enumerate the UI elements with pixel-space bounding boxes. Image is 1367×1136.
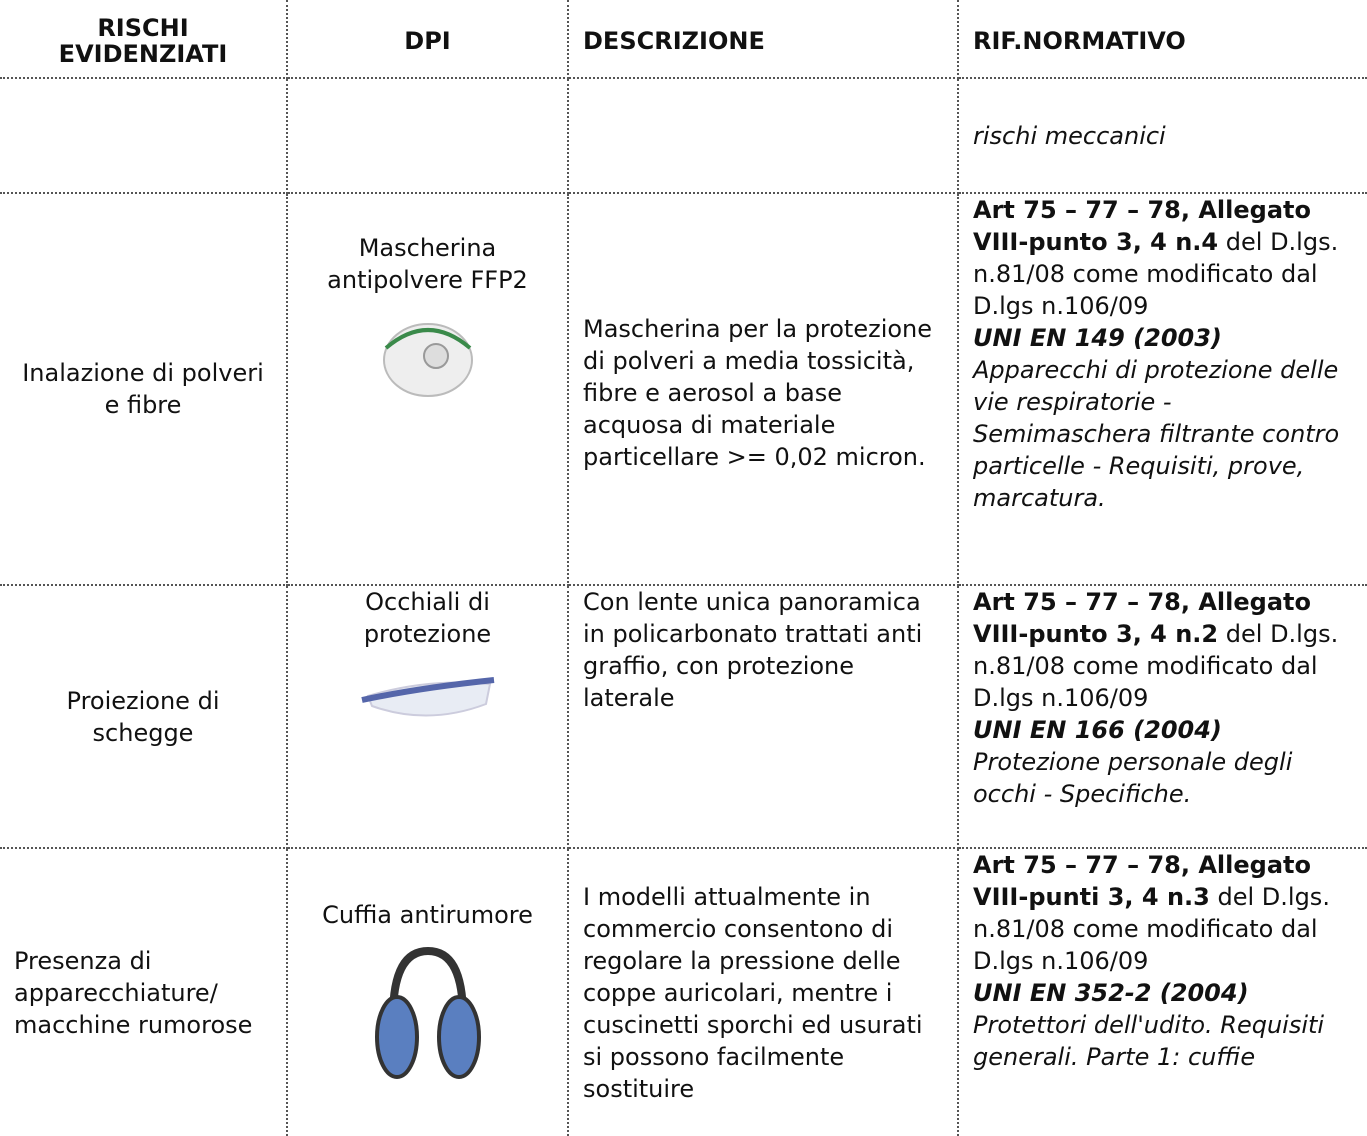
mask-image [382,323,473,397]
description-cell: Con lente unica panoramica in policarbon… [568,585,959,849]
description-cell: Mascherina per la protezione di polveri … [568,193,959,586]
header-cell: DESCRIZIONE [568,0,959,79]
rif-cell: Art 75 – 77 – 78, Allegato VIII-punto 3,… [958,193,1367,586]
standard-title: Apparecchi di protezione delle vie respi… [973,356,1340,512]
rif-bold: Art 75 – 77 – 78, Allegato VIII-punti 3,… [973,851,1311,911]
standard: UNI EN 352-2 (2004) [973,979,1249,1007]
cell [287,78,569,194]
rif-bold: Art 75 – 77 – 78, Allegato VIII-punto 3,… [973,196,1311,256]
risk-cell: Proiezione di schegge [0,585,288,849]
dpi-name: Cuffia antirumore [322,900,533,929]
cell: rischi meccanici [958,78,1367,194]
glasses-image [360,677,494,717]
header-cell: RISCHI EVIDENZIATI [0,0,288,79]
rif-note: rischi meccanici [973,121,1166,150]
header-cell: RIF.NORMATIVO [958,0,1367,79]
rif-text: del D.lgs. n.81/08 come modificato dal D… [973,883,1330,975]
header-row: RISCHI EVIDENZIATI DPI DESCRIZIONE RIF.N… [0,0,1367,79]
dpi-name: Mascherina antipolvere FFP2 [327,234,528,294]
rif-cell: Art 75 – 77 – 78, Allegato VIII-punto 3,… [958,585,1367,849]
dpi-cell: Occhiali di protezione [287,585,569,849]
dpi-cell: Mascherina antipolvere FFP2 [287,193,569,586]
cell [568,78,959,194]
row: Inalazione di polveri e fibre Mascherina… [0,193,1367,586]
rif-bold: Art 75 – 77 – 78, Allegato VIII-punto 3,… [973,588,1311,648]
rif-text: del D.lgs. n.81/08 come modificato dal D… [973,620,1339,712]
dpi-name: Occhiali di protezione [363,588,492,648]
standard: UNI EN 166 (2004) [973,716,1222,744]
rif-text: del D.lgs. n.81/08 come modificato dal D… [973,228,1339,320]
description-cell: I modelli attualmente in commercio conse… [568,848,959,1136]
standard: UNI EN 149 (2003) [973,324,1222,352]
rif-cell: Art 75 – 77 – 78, Allegato VIII-punti 3,… [958,848,1367,1136]
header-cell: DPI [287,0,569,79]
earmuff-image [374,946,481,1079]
cell [0,78,288,194]
dpi-cell: Cuffia antirumore [287,848,569,1136]
row: Proiezione di schegge Occhiali di protez… [0,585,1367,849]
row: Presenza di apparecchiature/ macchine ru… [0,848,1367,1136]
standard-title: Protettori dell'udito. Requisiti general… [973,1011,1325,1071]
risk-cell: Inalazione di polveri e fibre [0,193,288,586]
standard-title: Protezione personale degli occhi - Speci… [973,748,1293,808]
row: rischi meccanici [0,78,1367,194]
risk-cell: Presenza di apparecchiature/ macchine ru… [0,848,288,1136]
